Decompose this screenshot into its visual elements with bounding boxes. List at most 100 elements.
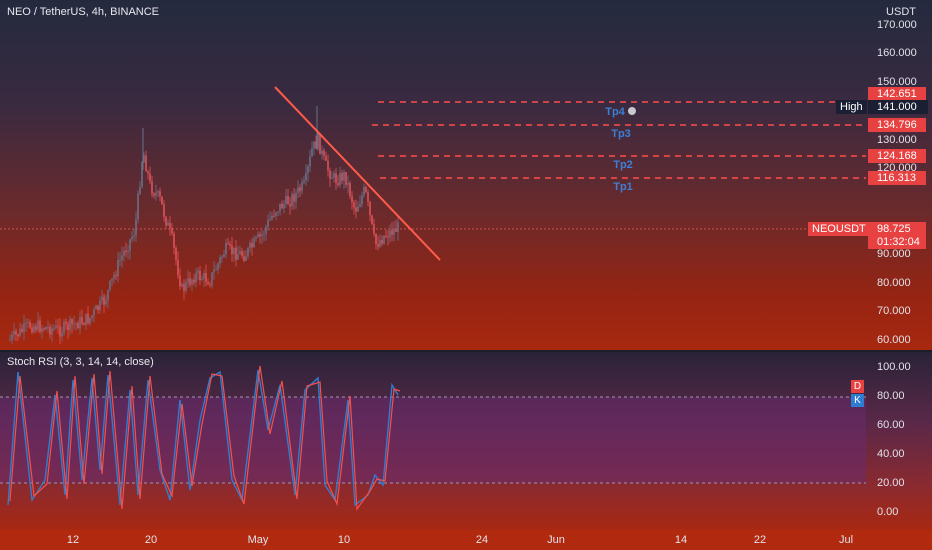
candle-body (367, 191, 369, 202)
candle-body (115, 275, 117, 277)
candle-body (119, 259, 121, 261)
trendline[interactable] (274, 86, 441, 261)
candle-body (325, 156, 327, 161)
candle-body (323, 150, 325, 157)
candle-body (65, 321, 67, 324)
candle-body (145, 155, 147, 172)
candle-body (365, 187, 367, 192)
candle-body (181, 284, 183, 287)
candle-body (341, 172, 343, 181)
candle-body (69, 319, 71, 331)
candle-body (139, 186, 141, 194)
candle-body (393, 228, 395, 235)
symbol-price-label: NEOUSDT (808, 222, 870, 236)
candle-body (201, 278, 203, 281)
candle-body (141, 162, 143, 187)
candle-body (31, 327, 33, 333)
candle-body (345, 171, 347, 185)
candle-body (131, 236, 133, 240)
candle-body (255, 237, 257, 239)
candle-body (263, 233, 265, 235)
time-axis-label: 12 (66, 534, 80, 546)
candle-body (67, 323, 69, 331)
candle-body (117, 260, 119, 277)
candle-body (61, 332, 63, 337)
price-axis-label: 60.000 (877, 334, 911, 346)
candle-body (227, 243, 229, 245)
candle-body (359, 204, 361, 207)
price-axis-label: 80.000 (877, 277, 911, 289)
rsi-title[interactable]: Stoch RSI (3, 3, 14, 14, close) (7, 356, 154, 368)
candle-body (129, 239, 131, 251)
candle-body (81, 317, 83, 324)
candle-body (265, 226, 267, 234)
candle-body (79, 317, 81, 329)
candle-body (383, 235, 385, 244)
candle-body (239, 251, 241, 255)
candle-body (99, 300, 101, 311)
rsi-axis-label: 40.00 (877, 448, 905, 460)
candle-body (173, 233, 175, 248)
candle-body (377, 244, 379, 247)
time-axis[interactable] (0, 530, 932, 550)
candle-body (91, 315, 93, 318)
price-pane[interactable] (0, 0, 932, 350)
time-axis-label: 10 (337, 534, 351, 546)
candle-body (47, 326, 49, 328)
candle-body (167, 222, 169, 226)
pane-divider[interactable] (0, 350, 932, 352)
candle-body (271, 215, 273, 220)
candle-body (199, 270, 201, 281)
high-label: High (836, 100, 867, 114)
bar-countdown: 01:32:04 (868, 235, 926, 249)
candle-body (191, 279, 193, 285)
price-axis-label: 90.000 (877, 248, 911, 260)
candle-body (153, 193, 155, 196)
symbol-title[interactable]: NEO / TetherUS, 4h, BINANCE (7, 6, 160, 18)
time-axis-label: 24 (475, 534, 489, 546)
tp3-label: Tp3 (611, 128, 631, 140)
time-axis-label: Jul (838, 534, 854, 546)
candle-body (357, 206, 359, 212)
candle-body (89, 317, 91, 324)
candle-body (305, 173, 307, 181)
candle-body (189, 278, 191, 285)
candle-body (213, 269, 215, 273)
candle-body (177, 259, 179, 276)
candle-body (295, 192, 297, 202)
candle-body (303, 180, 305, 183)
candle-body (9, 339, 11, 341)
tp4-price-tag: 142.651 (868, 87, 926, 101)
tp2-label: Tp2 (613, 159, 633, 171)
time-axis-label: Jun (547, 534, 565, 546)
candle-body (339, 172, 341, 186)
candle-body (159, 191, 161, 197)
candle-body (193, 279, 195, 283)
candle-body (229, 243, 231, 246)
rsi-axis-label: 0.00 (877, 506, 899, 518)
candle-body (313, 141, 315, 149)
candle-body (319, 133, 321, 155)
candle-body (361, 195, 363, 205)
candle-body (215, 269, 217, 271)
candle-body (75, 323, 77, 325)
candle-body (23, 323, 25, 332)
price-axis-label: 150.000 (877, 76, 917, 88)
candle-body (287, 195, 289, 205)
candle-body (311, 148, 313, 157)
candle-body (243, 256, 245, 262)
candle-body (137, 193, 139, 220)
price-axis-label: 70.000 (877, 305, 911, 317)
price-axis-label: 130.000 (877, 134, 917, 146)
price-axis-label: 170.000 (877, 19, 917, 31)
candle-body (13, 331, 15, 335)
candle-body (217, 263, 219, 270)
candle-body (27, 322, 29, 324)
candle-body (297, 187, 299, 193)
candle-body (103, 296, 105, 305)
candle-body (113, 275, 115, 279)
candle-body (247, 247, 249, 257)
candle-body (381, 240, 383, 244)
